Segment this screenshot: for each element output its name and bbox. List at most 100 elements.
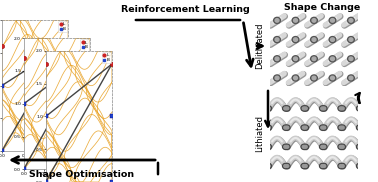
Circle shape	[284, 125, 290, 130]
Circle shape	[294, 76, 297, 80]
Circle shape	[311, 37, 318, 43]
Circle shape	[292, 75, 299, 81]
Circle shape	[266, 125, 271, 130]
Text: Lithiated: Lithiated	[256, 116, 265, 153]
Circle shape	[284, 144, 290, 149]
Circle shape	[349, 76, 353, 80]
Circle shape	[284, 145, 287, 148]
Circle shape	[329, 37, 336, 43]
Legend: L, B: L, B	[58, 21, 67, 32]
Circle shape	[341, 107, 344, 110]
Circle shape	[283, 144, 288, 149]
Circle shape	[340, 163, 345, 169]
Circle shape	[338, 163, 344, 169]
Circle shape	[274, 17, 280, 23]
Circle shape	[341, 145, 344, 148]
Circle shape	[312, 19, 316, 22]
Circle shape	[303, 144, 308, 149]
Circle shape	[338, 106, 344, 111]
Circle shape	[294, 57, 297, 61]
Circle shape	[304, 107, 307, 110]
Circle shape	[321, 126, 324, 129]
Circle shape	[302, 126, 305, 129]
Circle shape	[312, 38, 316, 41]
Circle shape	[319, 125, 325, 130]
Circle shape	[341, 165, 344, 167]
Circle shape	[304, 145, 307, 148]
Circle shape	[321, 145, 324, 148]
Circle shape	[292, 56, 299, 62]
Text: Shape Optimisation: Shape Optimisation	[29, 170, 135, 179]
Circle shape	[340, 144, 345, 149]
Circle shape	[311, 17, 318, 23]
Circle shape	[330, 57, 335, 61]
Circle shape	[329, 75, 336, 81]
Circle shape	[285, 107, 289, 110]
Circle shape	[321, 144, 327, 149]
Circle shape	[329, 17, 336, 23]
Circle shape	[285, 145, 289, 148]
Circle shape	[267, 107, 270, 110]
Text: Delithiated: Delithiated	[256, 23, 265, 69]
Circle shape	[349, 57, 353, 61]
Circle shape	[294, 19, 297, 22]
Circle shape	[321, 165, 324, 167]
Circle shape	[266, 106, 271, 111]
Circle shape	[284, 163, 290, 169]
Circle shape	[302, 107, 305, 110]
Legend: L, B: L, B	[80, 39, 89, 51]
Circle shape	[294, 38, 297, 41]
Circle shape	[275, 76, 279, 80]
Circle shape	[358, 145, 361, 148]
Circle shape	[283, 163, 288, 169]
Circle shape	[283, 125, 288, 130]
Circle shape	[274, 75, 280, 81]
Circle shape	[356, 125, 362, 130]
Legend: L, B: L, B	[102, 52, 111, 63]
Circle shape	[267, 165, 270, 167]
Circle shape	[303, 106, 308, 111]
Circle shape	[348, 75, 354, 81]
Text: Reinforcement Learning: Reinforcement Learning	[121, 5, 249, 14]
Circle shape	[348, 37, 354, 43]
Circle shape	[340, 125, 345, 130]
Circle shape	[321, 107, 324, 110]
Circle shape	[303, 125, 308, 130]
Circle shape	[340, 106, 345, 111]
Circle shape	[284, 165, 287, 167]
Circle shape	[284, 126, 287, 129]
Circle shape	[266, 163, 271, 169]
Circle shape	[267, 145, 270, 148]
Circle shape	[274, 56, 280, 62]
Circle shape	[292, 37, 299, 43]
Circle shape	[301, 125, 307, 130]
Circle shape	[285, 165, 289, 167]
Circle shape	[283, 106, 288, 111]
Circle shape	[349, 19, 353, 22]
Circle shape	[338, 125, 344, 130]
Circle shape	[356, 106, 362, 111]
Circle shape	[322, 126, 326, 129]
Circle shape	[348, 56, 354, 62]
Circle shape	[275, 38, 279, 41]
Circle shape	[284, 106, 290, 111]
Circle shape	[311, 56, 318, 62]
Circle shape	[356, 144, 362, 149]
Circle shape	[358, 165, 361, 167]
Circle shape	[322, 145, 326, 148]
Circle shape	[311, 75, 318, 81]
Circle shape	[341, 126, 344, 129]
Circle shape	[358, 107, 361, 110]
Circle shape	[312, 57, 316, 61]
Circle shape	[275, 19, 279, 22]
Circle shape	[302, 145, 305, 148]
Circle shape	[330, 38, 335, 41]
Text: Shape Change: Shape Change	[284, 3, 360, 12]
Circle shape	[319, 163, 325, 169]
Circle shape	[284, 107, 287, 110]
Circle shape	[274, 37, 280, 43]
Circle shape	[349, 38, 353, 41]
Circle shape	[285, 126, 289, 129]
Circle shape	[303, 163, 308, 169]
Circle shape	[339, 126, 342, 129]
